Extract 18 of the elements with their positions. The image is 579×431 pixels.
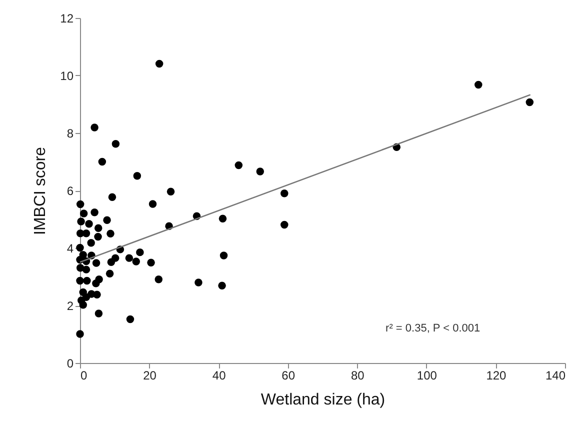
- y-tick-label: 4: [66, 242, 74, 256]
- x-tick-label: 20: [143, 368, 157, 382]
- x-tick-label: 0: [80, 368, 88, 382]
- x-tick-label: 40: [212, 368, 226, 382]
- y-tick-label: 8: [66, 126, 74, 140]
- y-tick-label: 2: [66, 299, 74, 313]
- x-tick-label: 140: [545, 368, 566, 382]
- y-axis-title: IMBCI score: [32, 146, 50, 236]
- x-tick-label: 60: [282, 368, 296, 382]
- x-tick-label: 80: [350, 368, 365, 382]
- x-tick-label: 100: [416, 368, 438, 382]
- x-tick-label: 120: [486, 368, 507, 382]
- y-tick-label: 0: [66, 356, 74, 370]
- y-tick-label: 10: [60, 69, 74, 83]
- annotation: r² = 0.35, P < 0.001: [386, 322, 480, 334]
- y-tick-label: 6: [66, 184, 74, 198]
- x-axis-title: Wetland size (ha): [260, 392, 386, 408]
- y-tick-label: 12: [60, 12, 74, 26]
